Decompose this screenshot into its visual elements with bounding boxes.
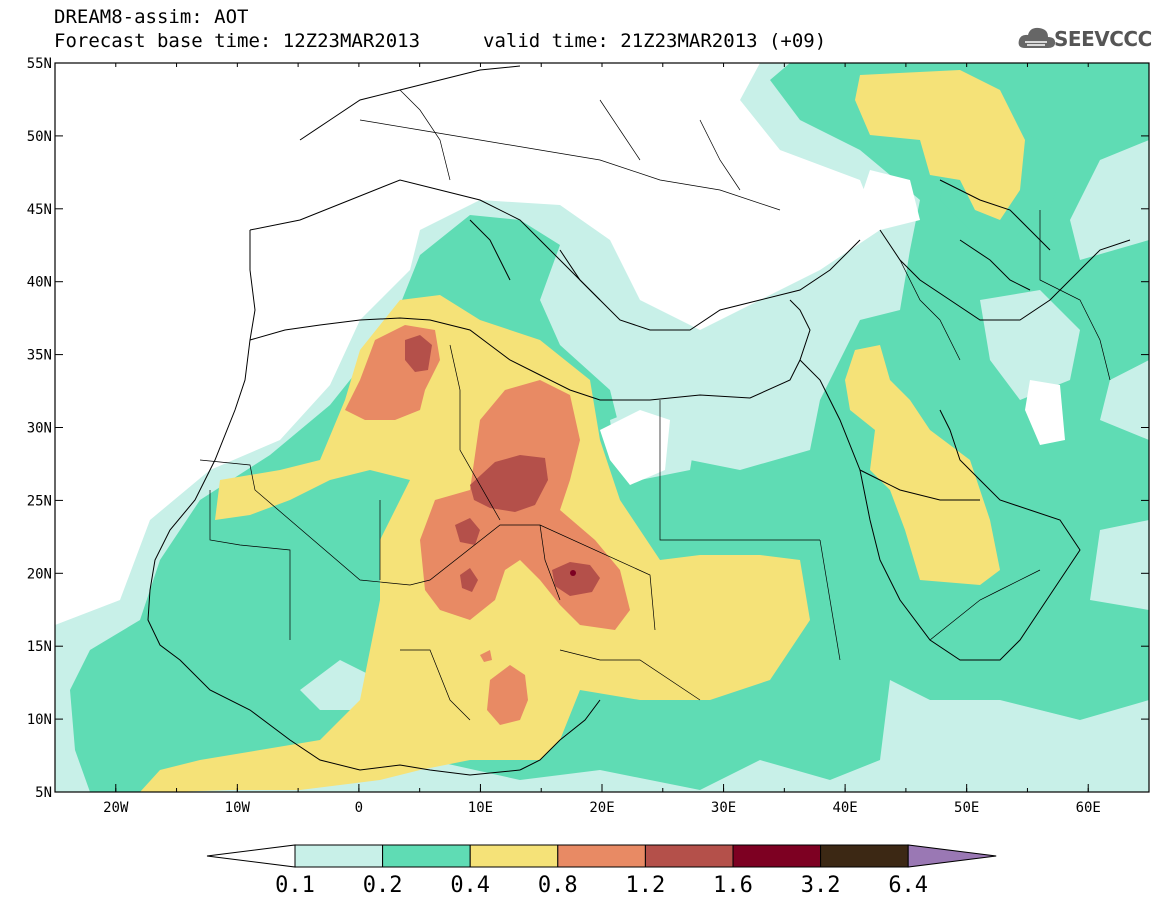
colorbar-over-triangle bbox=[907, 844, 997, 868]
colorbar-swatch bbox=[382, 844, 471, 868]
lon-tick-label: 40E bbox=[832, 800, 857, 816]
axis-ticks: 20W 10W 0 10E 20E 30E 40E 50E 60E 55N 50N 45N 40N 35N… bbox=[27, 56, 1150, 816]
colorbar-label: 6.4 bbox=[888, 873, 928, 898]
lon-tick-label: 20W bbox=[103, 800, 129, 816]
lat-tick-label: 55N bbox=[27, 56, 52, 72]
forecast-base-time: Forecast base time: 12Z23MAR2013 bbox=[54, 30, 421, 52]
logo-text: SEEVCCC bbox=[1054, 27, 1152, 51]
lon-tick-label: 20E bbox=[589, 800, 614, 816]
lon-tick-label: 0 bbox=[355, 800, 363, 816]
lon-tick-label: 50E bbox=[954, 800, 979, 816]
aot-contour-1.2 bbox=[405, 335, 600, 596]
colorbar-swatch bbox=[557, 844, 646, 868]
lat-tick-label: 50N bbox=[27, 129, 52, 145]
lon-tick-label: 60E bbox=[1076, 800, 1101, 816]
lat-tick-label: 25N bbox=[27, 493, 52, 509]
colorbar-label: 0.4 bbox=[450, 873, 490, 898]
coastlines bbox=[147, 65, 1131, 776]
lat-tick-label: 35N bbox=[27, 348, 52, 364]
colorbar-swatch bbox=[644, 844, 734, 868]
cloud-icon bbox=[1018, 27, 1056, 48]
lon-tick-label: 30E bbox=[711, 800, 736, 816]
lat-tick-label: 15N bbox=[27, 639, 52, 655]
lat-tick-label: 10N bbox=[27, 712, 52, 728]
colorbar-label: 1.6 bbox=[713, 873, 753, 898]
colorbar-label: 3.2 bbox=[801, 873, 841, 898]
lat-tick-label: 45N bbox=[27, 202, 52, 218]
map-title: DREAM8-assim: AOT bbox=[54, 6, 249, 28]
valid-time: valid time: 21Z23MAR2013 (+09) bbox=[483, 30, 827, 52]
aot-contour-1.6 bbox=[570, 570, 576, 576]
seevccc-logo bbox=[1017, 24, 1157, 58]
country-borders bbox=[199, 89, 1111, 721]
colorbar-under-triangle bbox=[206, 844, 296, 868]
colorbar-swatch bbox=[469, 844, 559, 868]
colorbar: 0.1 0.2 0.4 0.8 1.2 1.6 3.2 6.4 bbox=[206, 844, 997, 898]
colorbar-swatch bbox=[820, 844, 909, 868]
lat-tick-label: 40N bbox=[27, 275, 52, 291]
colorbar-swatch bbox=[732, 844, 822, 868]
colorbar-label: 0.8 bbox=[538, 873, 578, 898]
colorbar-swatch bbox=[294, 844, 384, 868]
lat-tick-label: 5N bbox=[35, 785, 52, 801]
lon-tick-label: 10W bbox=[225, 800, 251, 816]
aot-hole-white bbox=[600, 170, 1065, 485]
lat-tick-label: 30N bbox=[27, 421, 52, 437]
colorbar-label: 0.1 bbox=[275, 873, 315, 898]
aot-field bbox=[55, 63, 1149, 792]
lat-tick-label: 20N bbox=[27, 566, 52, 582]
colorbar-label: 1.2 bbox=[626, 873, 666, 898]
lon-tick-label: 10E bbox=[468, 800, 493, 816]
colorbar-label: 0.2 bbox=[363, 873, 403, 898]
